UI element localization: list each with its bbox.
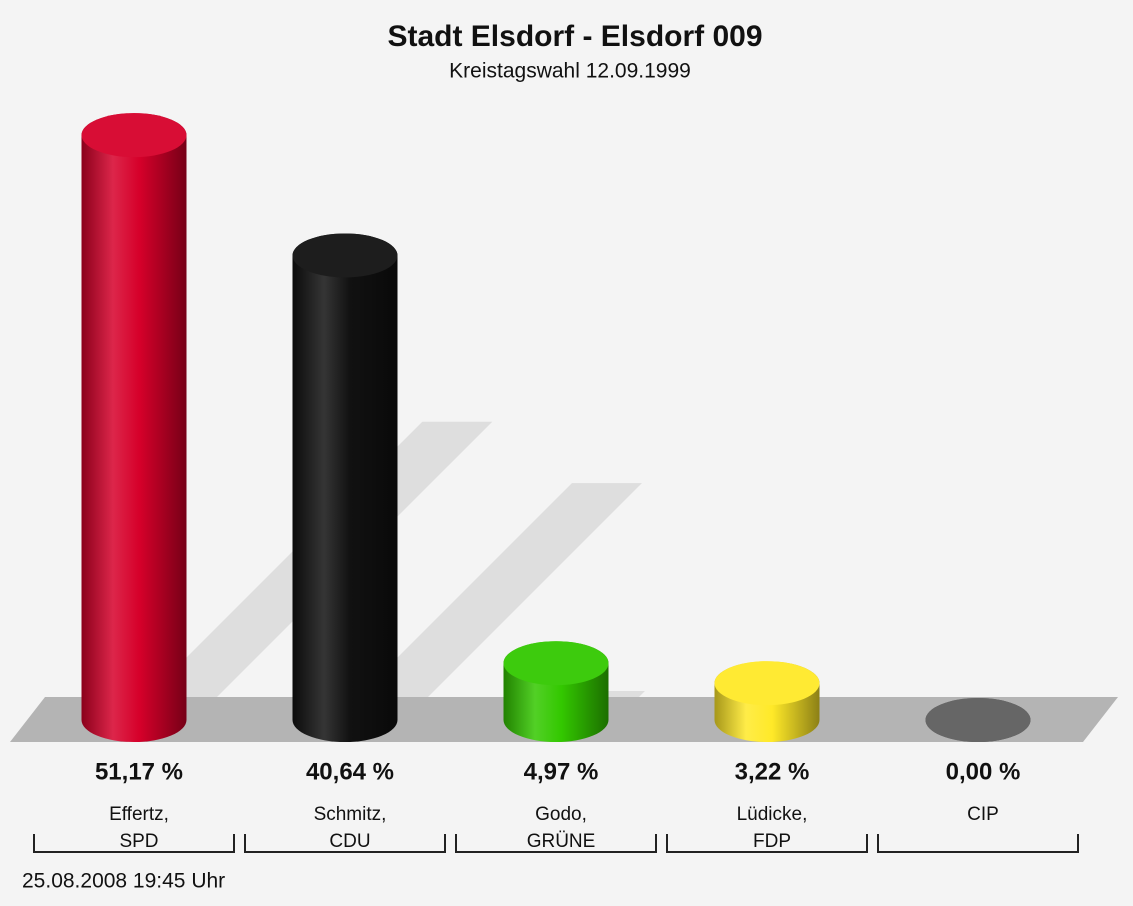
bar-top: [81, 113, 187, 158]
category-label: CDU: [329, 831, 370, 852]
value-label: 3,22 %: [735, 758, 810, 785]
category-bracket: [33, 834, 235, 853]
footnote: 25.08.2008 19:45 Uhr: [22, 870, 225, 893]
chart-title: Stadt Elsdorf - Elsdorf 009: [387, 20, 762, 53]
category-bracket: [877, 834, 1079, 853]
bar-shadow: [335, 483, 642, 720]
bar: [292, 233, 398, 742]
category-bracket: [244, 834, 446, 853]
bar-top: [714, 661, 820, 706]
value-label: 4,97 %: [524, 758, 599, 785]
bar: [81, 113, 187, 743]
value-label: 40,64 %: [306, 758, 394, 785]
bar-top: [925, 698, 1031, 742]
category-bracket: [455, 834, 657, 853]
value-label: 0,00 %: [946, 758, 1021, 785]
chart-subtitle: Kreistagswahl 12.09.1999: [449, 60, 691, 83]
category-label: GRÜNE: [527, 831, 596, 852]
category-label: FDP: [753, 831, 791, 852]
bar-top: [292, 233, 398, 278]
category-label: CIP: [967, 804, 999, 825]
category-label: Godo,: [535, 804, 587, 825]
value-label: 51,17 %: [95, 758, 183, 785]
bar-top: [503, 641, 609, 686]
category-label: Lüdicke,: [737, 804, 808, 825]
category-label: Effertz,: [109, 804, 169, 825]
category-bracket: [666, 834, 868, 853]
bars: [81, 113, 1031, 743]
category-label: Schmitz,: [314, 804, 387, 825]
category-label: SPD: [119, 831, 158, 852]
